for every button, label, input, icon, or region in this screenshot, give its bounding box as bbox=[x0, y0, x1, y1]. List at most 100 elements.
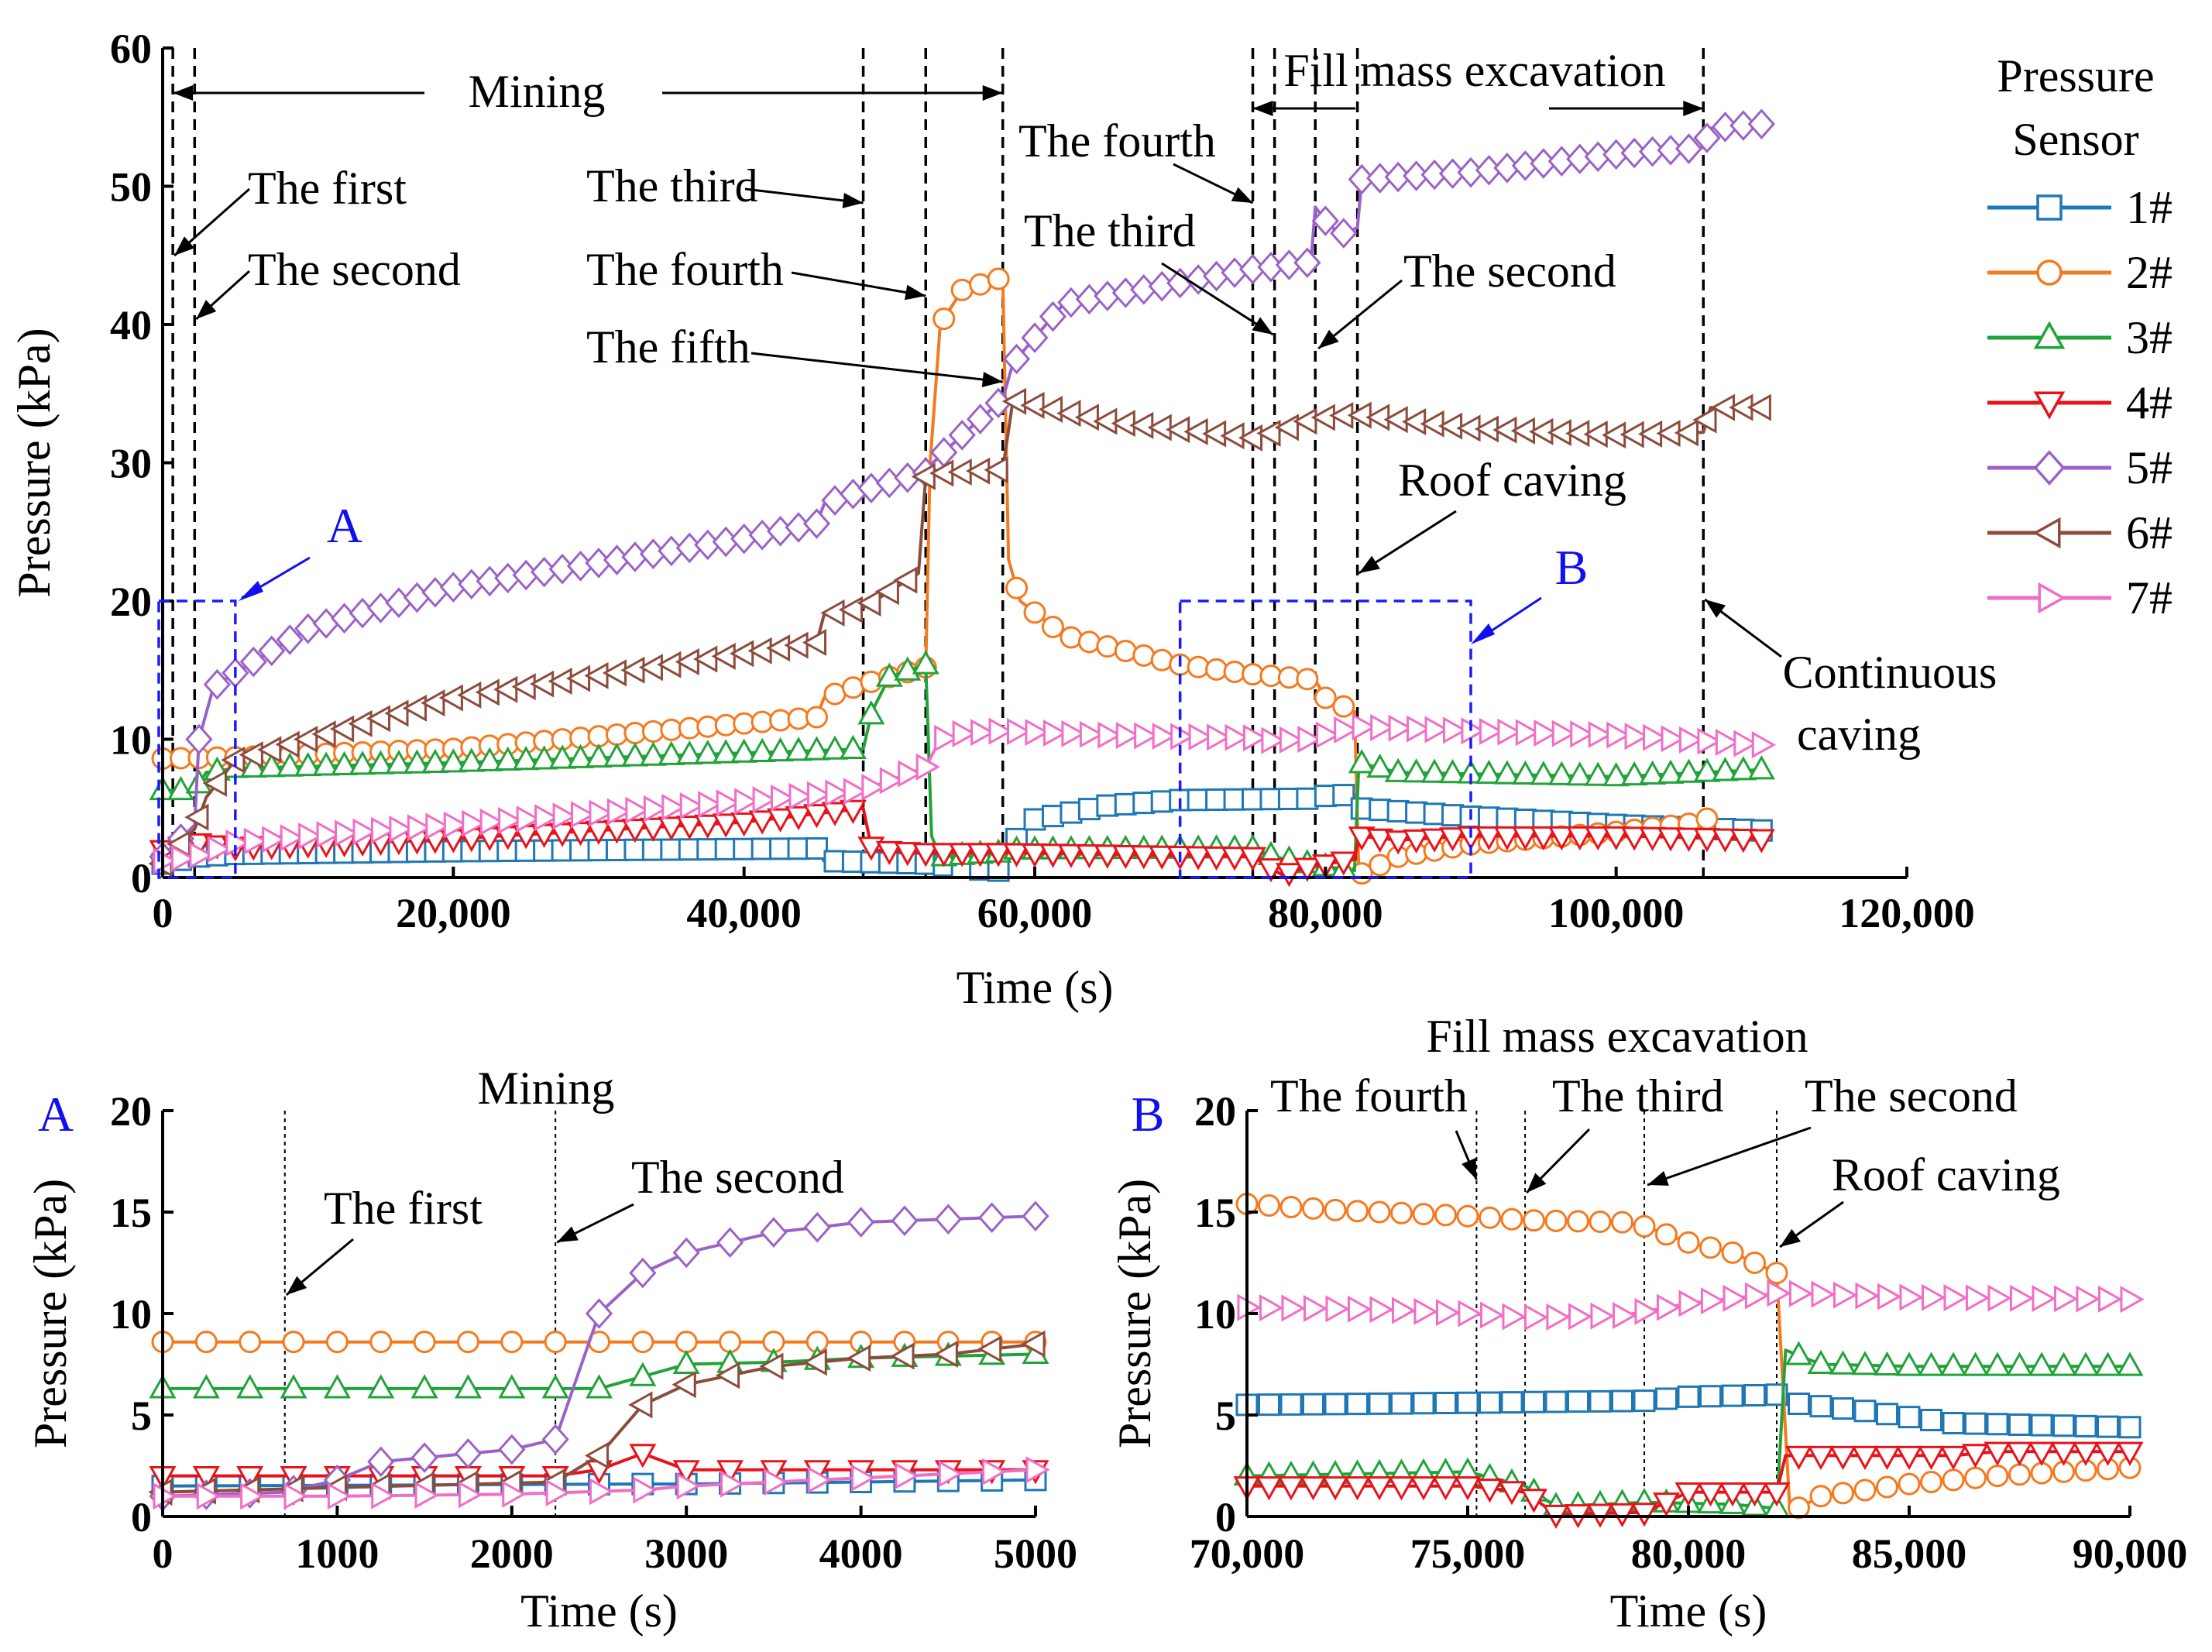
data-point bbox=[567, 744, 595, 768]
data-point bbox=[192, 1374, 220, 1399]
x-tick-label: 3000 bbox=[644, 1530, 728, 1577]
data-point bbox=[1740, 1482, 1769, 1507]
data-point bbox=[185, 723, 213, 755]
data-point bbox=[1589, 1211, 1612, 1233]
data-point bbox=[875, 840, 903, 866]
data-point bbox=[1567, 1390, 1589, 1413]
data-point bbox=[1590, 1302, 1615, 1330]
annotation-roof-caving: Roof caving bbox=[1398, 455, 1626, 506]
data-point bbox=[1523, 1390, 1545, 1413]
data-point bbox=[1711, 828, 1739, 853]
x-tick-label: 0 bbox=[153, 1530, 173, 1577]
data-point bbox=[479, 808, 504, 836]
arrow-head bbox=[1527, 1173, 1547, 1193]
legend-entry-7#: 7# bbox=[1987, 572, 2172, 623]
data-point bbox=[1964, 1466, 1987, 1489]
data-point bbox=[1655, 1223, 1678, 1246]
data-point bbox=[325, 1331, 349, 1354]
annotation-fifth: The fifth bbox=[586, 321, 750, 373]
data-point bbox=[1420, 758, 1448, 783]
y-tick-label: 15 bbox=[110, 1190, 152, 1236]
data-point bbox=[1256, 419, 1281, 447]
data-point bbox=[185, 769, 213, 794]
data-point bbox=[1314, 686, 1337, 709]
data-point bbox=[456, 1331, 479, 1354]
data-point bbox=[1134, 722, 1159, 750]
arrow-head bbox=[1252, 101, 1273, 116]
data-point bbox=[1498, 1481, 1526, 1506]
data-point bbox=[1324, 1393, 1347, 1416]
data-point bbox=[2097, 1285, 2123, 1313]
data-point bbox=[236, 1374, 264, 1399]
data-point bbox=[1747, 829, 1775, 853]
data-point bbox=[1584, 761, 1612, 786]
data-point bbox=[2030, 1461, 2053, 1485]
legend-entry-2#: 2# bbox=[1987, 247, 2172, 298]
data-point bbox=[184, 803, 209, 831]
data-point bbox=[620, 656, 645, 684]
data-point bbox=[565, 665, 591, 692]
annotation-fourth-right: The fourth bbox=[1018, 115, 1216, 167]
data-point bbox=[2116, 1441, 2144, 1466]
arrow-head bbox=[196, 300, 217, 319]
data-point bbox=[1699, 1236, 1723, 1259]
data-point bbox=[367, 1374, 395, 1399]
data-point bbox=[1547, 826, 1575, 851]
data-point bbox=[236, 1466, 264, 1491]
data-point bbox=[1456, 1391, 1479, 1414]
x-tick-label: 85,000 bbox=[1852, 1530, 1967, 1577]
panel-B: 70,000 75,000 80,000 85,000 90,000 0 5 10 15 20 Ti… bbox=[1109, 1011, 2187, 1637]
data-point bbox=[1602, 826, 1630, 851]
data-point bbox=[329, 715, 355, 743]
data-point bbox=[1851, 1445, 1879, 1471]
data-point bbox=[1302, 1197, 1325, 1220]
data-point bbox=[1729, 756, 1757, 781]
data-point bbox=[860, 670, 883, 693]
data-point bbox=[1434, 1392, 1457, 1415]
data-point bbox=[698, 791, 723, 819]
data-point bbox=[276, 752, 304, 777]
arrow-head bbox=[173, 85, 194, 101]
data-point bbox=[1876, 1475, 1899, 1499]
data-point bbox=[1479, 1301, 1505, 1329]
data-point bbox=[1829, 1445, 1857, 1471]
box-a-arrowhead bbox=[239, 581, 263, 601]
y-tick-label: 60 bbox=[110, 26, 152, 72]
data-point bbox=[621, 819, 649, 843]
data-point bbox=[1917, 1445, 1946, 1471]
data-point bbox=[933, 307, 956, 331]
data-point bbox=[585, 1374, 613, 1399]
panel-main: 0 20,000 40,000 60,000 80,000 100,000 120,000 0… bbox=[9, 26, 1997, 1013]
data-point bbox=[1001, 387, 1027, 415]
annotation-arrow bbox=[750, 352, 1003, 383]
data-point bbox=[1515, 719, 1540, 747]
data-point bbox=[1567, 1210, 1590, 1233]
arrow-head bbox=[1780, 1228, 1802, 1247]
data-point bbox=[802, 804, 831, 829]
x-tick-label: 4000 bbox=[819, 1530, 903, 1577]
legend-marker bbox=[2033, 450, 2066, 486]
arrow-head bbox=[1705, 599, 1726, 618]
series-markers-5# bbox=[149, 108, 1775, 873]
data-point bbox=[239, 1331, 262, 1354]
data-point bbox=[1057, 843, 1085, 868]
data-point bbox=[802, 1348, 827, 1376]
data-point bbox=[720, 1470, 745, 1498]
legend-entry-3#: 3# bbox=[1987, 312, 2172, 363]
data-point bbox=[1041, 615, 1064, 638]
data-point bbox=[1224, 723, 1249, 751]
data-point bbox=[1005, 576, 1029, 599]
inset-a-title: Mining bbox=[478, 1063, 615, 1114]
data-point bbox=[585, 743, 613, 768]
x-tick-label: 60,000 bbox=[977, 890, 1093, 936]
box-label-b: B bbox=[1555, 540, 1589, 595]
data-point bbox=[413, 1331, 436, 1354]
data-point bbox=[498, 1434, 526, 1465]
data-point bbox=[1370, 713, 1395, 741]
y-tick-label: 20 bbox=[110, 579, 152, 625]
data-point bbox=[1984, 1351, 2011, 1376]
panel-letter-b: B bbox=[1132, 1087, 1165, 1142]
data-point bbox=[1853, 1479, 1877, 1502]
data-point bbox=[839, 734, 867, 759]
data-point bbox=[544, 1331, 567, 1354]
